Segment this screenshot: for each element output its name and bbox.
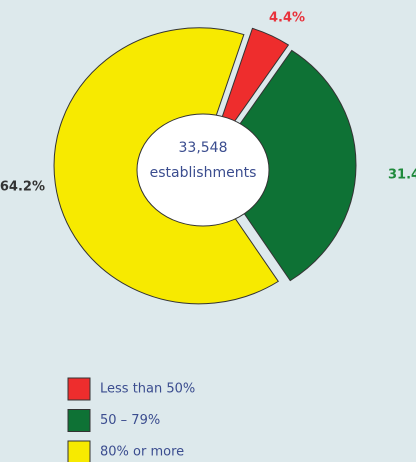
center-caption: establishments (150, 165, 257, 181)
slice-label: 31.4% (388, 168, 416, 183)
legend-label: Less than 50% (100, 382, 195, 397)
center-value: 33,548 (179, 140, 228, 156)
slice (210, 49, 357, 282)
slice-label: 64.2% (0, 180, 45, 195)
legend-label: 50 – 79% (100, 413, 160, 428)
slice-label: 4.4% (269, 11, 305, 26)
legend-label: 80% or more (100, 445, 184, 460)
legend-swatch (67, 440, 91, 462)
donut-hole (136, 113, 270, 227)
legend-swatch (67, 409, 91, 432)
legend-swatch (67, 377, 91, 401)
